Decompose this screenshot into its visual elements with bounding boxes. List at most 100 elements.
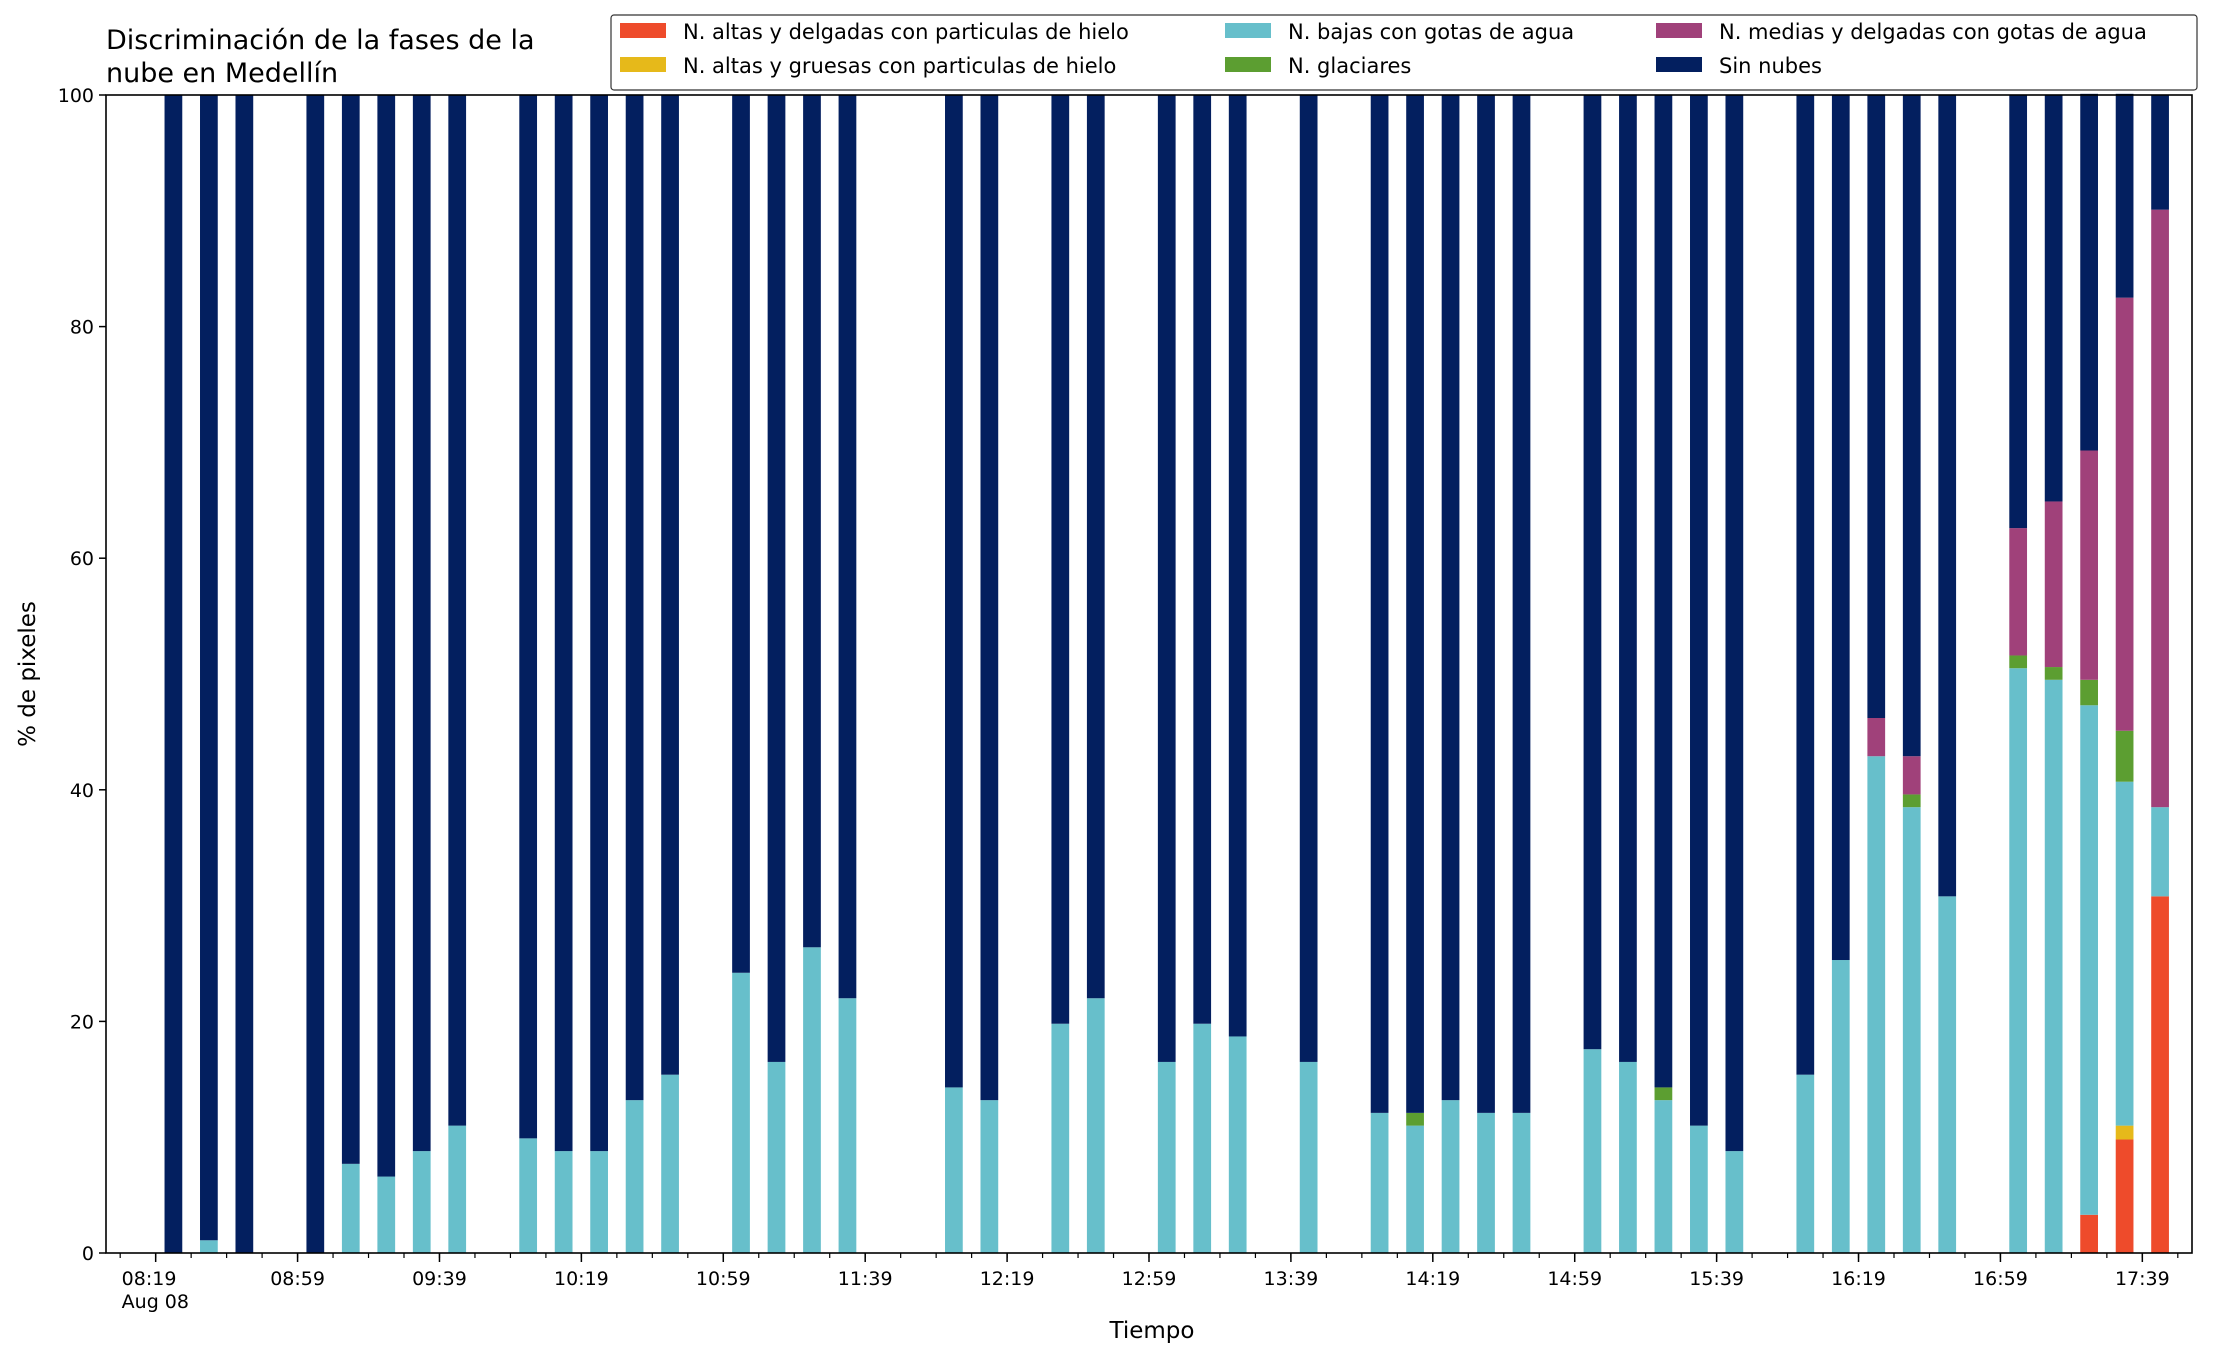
bar-segment-s5-15 <box>803 95 821 948</box>
bar-segment-s5-25 <box>1370 95 1389 1113</box>
bar-segment-s5-40 <box>2009 95 2028 529</box>
legend-box <box>610 14 2198 91</box>
chart-title-line-1: Discriminación de la fases de la <box>106 25 535 56</box>
bar-segment-s5-21 <box>1157 95 1176 1062</box>
bar-segment-s5-28 <box>1477 95 1495 1113</box>
bar-segment-s5-29 <box>1512 95 1531 1113</box>
bar-segment-s2-29 <box>1512 1112 1531 1253</box>
bar-segment-s2-11 <box>625 1100 644 1253</box>
bar-segment-s5-4 <box>341 95 360 1164</box>
legend-label-5: Sin nubes <box>1719 54 1822 78</box>
legend-swatch-3 <box>1225 57 1271 72</box>
bar-segment-s2-44 <box>2151 807 2169 897</box>
bar-segment-s4-38 <box>1902 756 1921 795</box>
bar-segment-s5-1 <box>200 95 218 1241</box>
x-tick-label-12:19: 12:19 <box>980 1268 1035 1290</box>
bar-segment-s5-41 <box>2044 95 2063 502</box>
legend-label-4: N. medias y delgadas con gotas de agua <box>1719 20 2147 44</box>
y-tick-label-20: 20 <box>70 1011 94 1033</box>
y-axis-label: % de pixeles <box>15 601 41 747</box>
bar-segment-s5-10 <box>590 95 608 1152</box>
bar-segment-s5-36 <box>1831 95 1850 961</box>
legend-label-0: N. altas y delgadas con particulas de hi… <box>683 20 1129 44</box>
bar-segment-s2-39 <box>1938 896 1957 1253</box>
bar-segment-s2-30 <box>1583 1049 1602 1253</box>
x-tick-label-15:39: 15:39 <box>1689 1268 1744 1290</box>
bar-segment-s2-20 <box>1086 998 1105 1253</box>
bar-segment-s2-15 <box>803 947 821 1253</box>
x-tick-label-17:39: 17:39 <box>2115 1268 2170 1290</box>
bar-segment-s5-11 <box>625 95 644 1101</box>
bar-segment-s2-6 <box>412 1151 431 1253</box>
bar-segment-s2-5 <box>377 1176 396 1253</box>
bar-segment-s2-12 <box>661 1074 679 1253</box>
bar-segment-s2-7 <box>448 1125 467 1253</box>
bar-segment-s5-27 <box>1441 95 1460 1101</box>
bar-segment-s4-42 <box>2080 450 2098 680</box>
bar-segment-s2-1 <box>200 1240 218 1253</box>
bar-segment-s3-26 <box>1406 1112 1424 1126</box>
bar-segment-s3-40 <box>2009 655 2028 669</box>
bar-segment-s5-13 <box>732 95 750 973</box>
bar-segment-s5-14 <box>767 95 786 1062</box>
bar-segment-s5-43 <box>2115 93 2134 298</box>
bar-segment-s3-32 <box>1654 1087 1673 1101</box>
bar-segment-s2-25 <box>1370 1112 1389 1253</box>
x-axis-label: Tiempo <box>1109 1318 1195 1344</box>
y-tick-label-0: 0 <box>82 1243 94 1265</box>
bar-segment-s5-5 <box>377 95 396 1177</box>
y-tick-label-100: 100 <box>58 85 94 107</box>
x-tick-label-14:19: 14:19 <box>1405 1268 1460 1290</box>
bar-segment-s0-44 <box>2151 896 2169 1253</box>
bar-segment-s2-35 <box>1796 1074 1815 1253</box>
y-tick-label-80: 80 <box>70 317 94 339</box>
bar-segment-s5-9 <box>554 95 573 1152</box>
bar-segment-s5-18 <box>980 95 999 1101</box>
bar-segment-s4-40 <box>2009 528 2028 656</box>
bar-segment-s2-41 <box>2044 679 2063 1253</box>
bar-segment-s4-37 <box>1867 718 1886 757</box>
bar-segment-s0-43 <box>2115 1139 2134 1253</box>
bar-segment-s5-3 <box>306 95 325 1253</box>
bar-segment-s3-41 <box>2044 667 2063 680</box>
bar-segment-s1-43 <box>2115 1125 2134 1140</box>
bar-segment-s2-8 <box>519 1138 538 1253</box>
y-tick-label-60: 60 <box>70 548 94 570</box>
x-tick-label-12:59: 12:59 <box>1122 1268 1177 1290</box>
bar-segment-s5-24 <box>1299 95 1318 1062</box>
x-tick-label-11:39: 11:39 <box>838 1268 893 1290</box>
bar-segment-s5-30 <box>1583 95 1602 1050</box>
x-tick-label-08:19: 08:19 <box>122 1268 177 1290</box>
bar-segment-s5-16 <box>838 95 857 999</box>
bar-segment-s5-0 <box>164 95 183 1253</box>
bar-segment-s2-24 <box>1299 1061 1318 1253</box>
x-tick-sublabel: Aug 08 <box>122 1291 189 1313</box>
x-tick-label-09:39: 09:39 <box>412 1268 467 1290</box>
bar-segment-s2-14 <box>767 1061 786 1253</box>
legend-swatch-5 <box>1656 57 1702 72</box>
bar-segment-s2-32 <box>1654 1100 1673 1253</box>
x-tick-label-10:59: 10:59 <box>696 1268 751 1290</box>
x-tick-label-13:39: 13:39 <box>1264 1268 1319 1290</box>
bar-segment-s5-37 <box>1867 95 1886 719</box>
bar-segment-s2-26 <box>1406 1125 1424 1253</box>
bar-segment-s3-43 <box>2115 730 2134 782</box>
bar-segment-s2-17 <box>945 1087 963 1253</box>
legend: N. altas y delgadas con particulas de hi… <box>610 14 2198 91</box>
bar-segment-s3-42 <box>2080 679 2098 706</box>
bar-segment-s2-13 <box>732 972 750 1253</box>
x-tick-label-16:59: 16:59 <box>1973 1268 2028 1290</box>
bar-segment-s5-22 <box>1193 95 1212 1024</box>
bar-segment-s2-19 <box>1051 1023 1070 1253</box>
bar-segment-s5-26 <box>1406 95 1424 1113</box>
bar-segment-s2-23 <box>1228 1036 1247 1253</box>
bar-segment-s5-31 <box>1619 95 1637 1062</box>
bar-segment-s3-38 <box>1902 794 1921 808</box>
legend-swatch-1 <box>620 57 666 72</box>
bar-segment-s4-43 <box>2115 297 2134 731</box>
bar-segment-s2-22 <box>1193 1023 1212 1253</box>
bar-segment-s2-10 <box>590 1151 608 1253</box>
bar-segment-s2-21 <box>1157 1061 1176 1253</box>
